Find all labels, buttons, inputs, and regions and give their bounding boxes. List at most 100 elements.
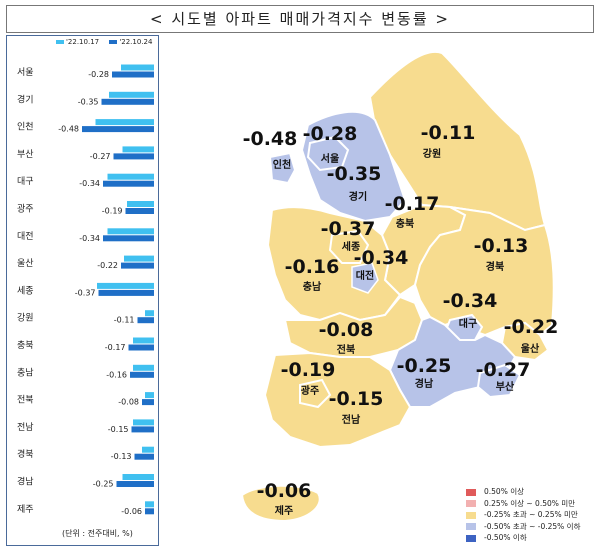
- bar-curr-week: [137, 317, 154, 324]
- region-name-label: 충북: [396, 217, 414, 230]
- bar-curr-week: [125, 208, 154, 214]
- map-legend-label-4: -0.50% 초과 ~ -0.25% 이하: [484, 521, 581, 531]
- chart-title: < 시도별 아파트 매매가격지수 변동률 >: [150, 10, 450, 28]
- region-name-label: 강원: [423, 147, 441, 160]
- category-label: 서울: [17, 67, 34, 78]
- category-label: 대전: [17, 231, 34, 242]
- category-label: 전남: [17, 422, 34, 433]
- map-legend: 0.50% 이상 0.25% 이상 ~ 0.50% 미만 -0.25% 초과 ~…: [466, 486, 580, 544]
- bar-value-label: -0.19: [102, 207, 123, 216]
- bar-prev-week: [124, 255, 154, 262]
- map-legend-row-4: -0.50% 초과 ~ -0.25% 이하: [466, 521, 580, 533]
- map-legend-swatch-1: [466, 488, 476, 496]
- region-name-label: 경기: [349, 190, 367, 203]
- region-value-label: -0.25: [397, 355, 452, 377]
- category-label: 광주: [17, 203, 34, 215]
- map-legend-swatch-2: [466, 500, 476, 507]
- bar-prev-week: [127, 201, 154, 207]
- category-label: 경기: [17, 93, 34, 105]
- legend-label-prev: '22.10.17: [66, 38, 100, 46]
- region-shape-busan: [476, 363, 522, 399]
- bar-value-label: -0.37: [75, 288, 96, 297]
- region-name-label: 광주: [301, 385, 319, 397]
- map-legend-label-3: -0.25% 초과 ~ 0.25% 미만: [484, 510, 578, 519]
- region-value-label: -0.37: [321, 218, 376, 240]
- bar-curr-week: [103, 180, 154, 187]
- bar-curr-week: [121, 262, 154, 269]
- region-name-label: 전남: [342, 413, 361, 426]
- region-name-label: 세종: [342, 240, 360, 253]
- category-label: 강원: [17, 313, 34, 324]
- bar-curr-week: [128, 344, 154, 351]
- bar-curr-week: [142, 399, 154, 406]
- region-name-label: 부산: [496, 380, 515, 393]
- bar-prev-week: [121, 64, 154, 71]
- map-legend-label-2: 0.25% 이상 ~ 0.50% 미만: [484, 498, 576, 508]
- bar-prev-week: [145, 392, 154, 399]
- category-label: 경북: [17, 448, 34, 460]
- map-legend-swatch-4: [466, 523, 476, 530]
- region-value-label: -0.06: [257, 480, 312, 502]
- region-shape-jeonnam: [263, 351, 412, 449]
- region-value-label: -0.27: [476, 359, 531, 381]
- bar-prev-week: [109, 91, 154, 98]
- bar-prev-week: [133, 337, 154, 344]
- region-value-label: -0.13: [474, 235, 529, 257]
- region-name-label: 제주: [275, 504, 293, 517]
- region-value-label: -0.28: [303, 123, 358, 145]
- region-value-label: -0.17: [385, 193, 440, 215]
- bar-value-label: -0.16: [106, 370, 127, 379]
- bar-prev-week: [95, 119, 154, 126]
- map-regions: [240, 50, 555, 523]
- bar-curr-week: [103, 235, 154, 242]
- region-name-label: 대구: [459, 317, 477, 330]
- region-value-label: -0.11: [421, 122, 476, 144]
- bar-curr-week: [131, 426, 154, 433]
- category-label: 세종: [17, 285, 34, 296]
- bar-prev-week: [107, 173, 154, 180]
- bar-prev-week: [142, 446, 154, 453]
- bar-curr-week: [113, 153, 154, 160]
- map-legend-swatch-5: [466, 534, 476, 542]
- legend-label-curr: '22.10.24: [119, 38, 153, 46]
- bar-curr-week: [130, 371, 154, 378]
- bar-prev-week: [145, 501, 154, 508]
- region-value-label: -0.19: [281, 359, 336, 381]
- bar-value-label: -0.35: [78, 97, 99, 106]
- bar-curr-week: [98, 289, 154, 296]
- region-name-label: 경남: [415, 377, 434, 390]
- region-value-label: -0.15: [329, 388, 384, 410]
- region-shape-daejeon: [351, 262, 379, 294]
- category-label: 충북: [17, 340, 34, 351]
- category-label: 제주: [17, 504, 34, 515]
- region-shape-seoul: [306, 135, 350, 172]
- region-name-label: 충남: [303, 280, 322, 293]
- legend-item-curr: '22.10.24: [109, 38, 152, 46]
- bar-value-label: -0.28: [88, 70, 109, 79]
- category-label: 전북: [17, 395, 34, 406]
- category-label: 인천: [17, 122, 34, 133]
- category-label: 경남: [17, 476, 34, 488]
- unit-note: (단위 : 전주대비, %): [62, 529, 133, 538]
- bar-prev-week: [122, 146, 154, 153]
- map-legend-row-2: 0.25% 이상 ~ 0.50% 미만: [466, 498, 580, 510]
- region-name-label: 경북: [486, 260, 504, 273]
- bar-curr-week: [145, 508, 154, 515]
- bar-value-label: -0.17: [105, 343, 126, 352]
- region-shape-sejong: [328, 229, 370, 264]
- category-label: 부산: [17, 149, 34, 160]
- region-value-label: -0.48: [243, 128, 298, 150]
- legend-swatch-prev: [56, 40, 64, 44]
- title-box: < 시도별 아파트 매매가격지수 변동률 >: [6, 5, 594, 33]
- region-shape-gyeongbuk: [413, 206, 555, 337]
- map-legend-row-1: 0.50% 이상: [466, 486, 580, 498]
- bar-prev-week: [97, 282, 154, 289]
- bar-value-label: -0.15: [108, 425, 129, 434]
- bar-chart-panel: 서울 -0.28 경기 -0.35 인천 -0.48 부산 -0.27 대구 -0.34 광주 -0.…: [6, 35, 159, 546]
- category-label: 충남: [17, 367, 34, 378]
- map-legend-label-1: 0.50% 이상: [484, 487, 525, 496]
- bar-curr-week: [82, 126, 154, 133]
- bar-prev-week: [133, 364, 154, 371]
- bar-prev-week: [133, 419, 154, 426]
- bar-value-label: -0.06: [121, 507, 142, 516]
